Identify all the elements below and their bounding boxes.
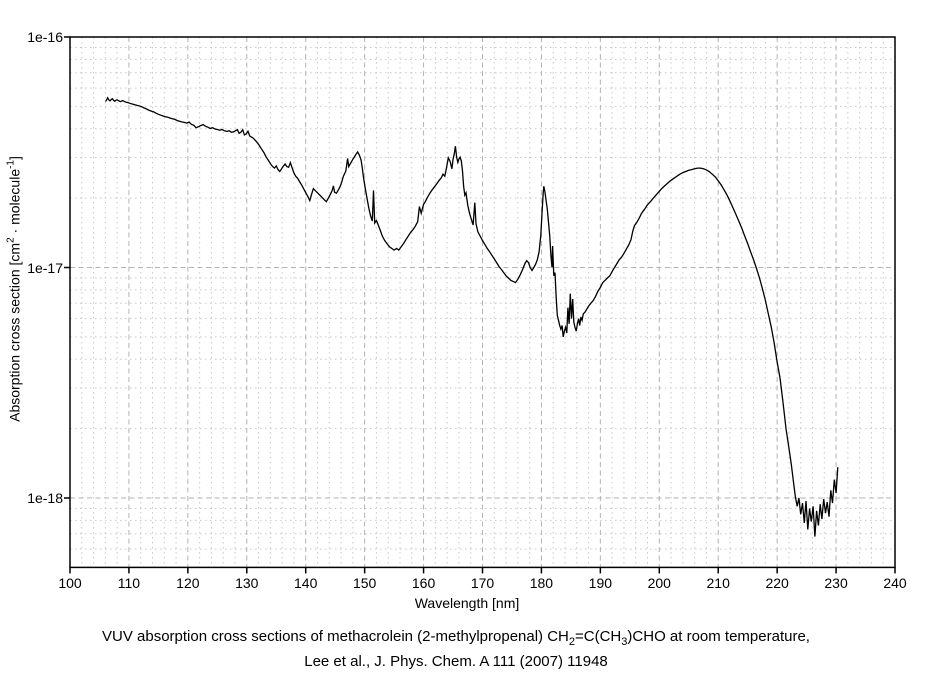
y-axis-tick-label: 1e-17 [27, 259, 63, 276]
x-axis-tick-label: 190 [588, 575, 613, 591]
x-axis-title: Wavelength [nm] [414, 595, 520, 611]
y-axis-tick-label: 1e-16 [27, 29, 63, 45]
figure-caption-line-2: Lee et al., J. Phys. Chem. A 111 (2007) … [304, 653, 608, 670]
x-axis-tick-label: 240 [883, 575, 907, 591]
x-axis-tick-label: 220 [765, 575, 789, 591]
x-axis-tick-label: 180 [529, 575, 554, 591]
y-axis-tick-label: 1e-18 [27, 490, 63, 506]
x-axis-tick-label: 120 [176, 575, 200, 591]
x-axis-tick-label: 170 [470, 575, 495, 591]
x-axis-tick-label: 200 [647, 575, 671, 591]
x-axis-tick-label: 210 [706, 575, 730, 591]
y-axis-title: Absorption cross section [cm2 · molecule… [5, 156, 23, 422]
x-axis-tick-label: 110 [117, 575, 141, 591]
x-axis-tick-label: 100 [58, 575, 82, 591]
x-axis-tick-label: 130 [235, 575, 259, 591]
figure-caption-line-1: VUV absorption cross sections of methacr… [102, 628, 810, 648]
x-axis-tick-label: 230 [824, 575, 848, 591]
x-axis-tick-label: 140 [294, 575, 318, 591]
x-axis-tick-label: 150 [352, 575, 377, 591]
x-axis-tick-label: 160 [411, 575, 436, 591]
absorption-spectrum-curve [104, 96, 839, 537]
